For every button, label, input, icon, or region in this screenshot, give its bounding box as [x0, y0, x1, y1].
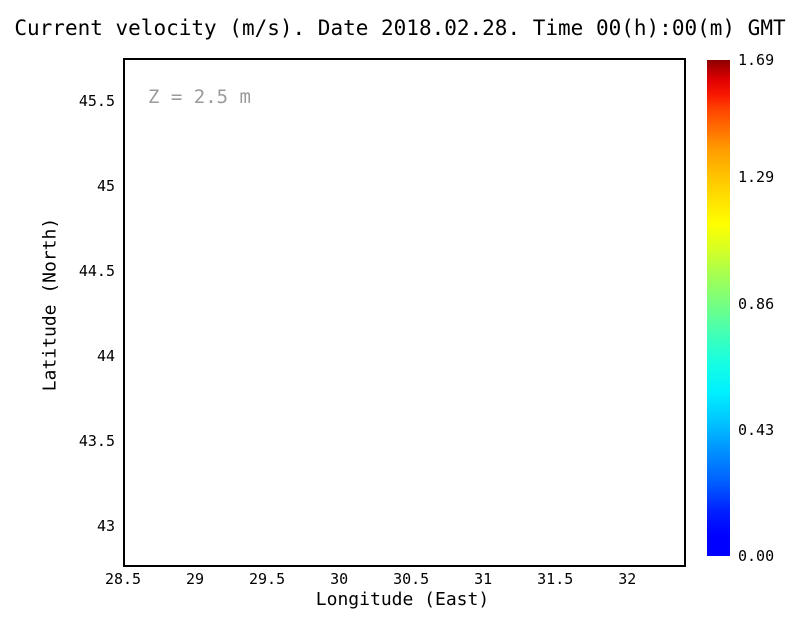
colorbar-tick-0.00: 0.00: [738, 547, 775, 565]
map-plot-area[interactable]: [123, 58, 686, 567]
y-tick-43: 43: [96, 516, 115, 535]
y-tick-45: 45: [96, 176, 115, 195]
x-tick-31: 31: [474, 570, 493, 588]
y-tick-44.5: 44.5: [78, 261, 115, 280]
x-tick-29: 29: [186, 570, 205, 588]
x-tick-30: 30: [330, 570, 349, 588]
page-title: Current velocity (m/s). Date 2018.02.28.…: [14, 16, 786, 40]
y-axis-title: Latitude (North): [39, 217, 61, 392]
x-tick-32: 32: [618, 570, 637, 588]
y-tick-43.5: 43.5: [78, 431, 115, 450]
y-tick-45.5: 45.5: [78, 91, 115, 110]
velocity-heatmap: [125, 60, 684, 565]
colorbar-tick-0.43: 0.43: [738, 420, 775, 439]
colorbar-gradient: [707, 60, 730, 556]
colorbar-tick-1.69: 1.69: [738, 51, 775, 69]
y-tick-44: 44: [96, 346, 115, 365]
x-tick-30.5: 30.5: [393, 570, 430, 588]
x-tick-28.5: 28.5: [104, 570, 142, 588]
depth-annotation: Z = 2.5 m: [148, 86, 251, 108]
colorbar-tick-1.29: 1.29: [738, 168, 775, 187]
x-tick-29.5: 29.5: [249, 570, 286, 588]
x-tick-31.5: 31.5: [537, 570, 574, 588]
x-axis-title: Longitude (East): [315, 589, 490, 610]
colorbar-tick-0.86: 0.86: [738, 294, 775, 313]
